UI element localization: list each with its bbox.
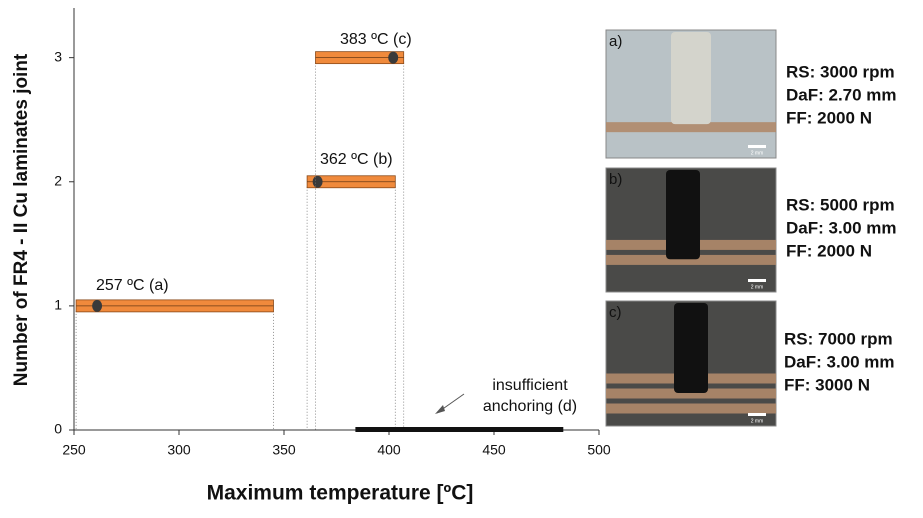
scale-label: 2 mm (751, 284, 764, 290)
laminate (606, 404, 776, 414)
y-tick-label: 1 (54, 297, 62, 313)
x-tick-label: 450 (482, 442, 506, 458)
x-axis-label: Maximum temperature [ºC] (207, 482, 474, 505)
bar-label: 383 ºC (c) (340, 31, 412, 48)
panel-param: DaF: 3.00 mm (784, 352, 895, 371)
scale-bar (748, 145, 766, 148)
scale-label: 2 mm (751, 150, 764, 156)
y-tick-label: 2 (54, 172, 62, 188)
panel-param: FF: 2000 N (786, 241, 872, 260)
panel-param: RS: 5000 rpm (786, 195, 895, 214)
pin (671, 32, 711, 124)
x-tick-label: 250 (62, 442, 86, 458)
panel-param: DaF: 2.70 mm (786, 85, 897, 104)
pin (666, 170, 700, 259)
y-tick-label: 3 (54, 48, 62, 64)
panel-tag: b) (609, 171, 622, 188)
peak-dot (313, 176, 323, 188)
scale-bar (748, 279, 766, 282)
panel-tag: a) (609, 33, 622, 50)
x-tick-label: 400 (377, 442, 401, 458)
panel-param: RS: 7000 rpm (784, 329, 893, 348)
insufficient-bar (355, 427, 563, 432)
y-axis-label: Number of FR4 - II Cu laminates joint (11, 53, 32, 386)
annotation: anchoring (d) (483, 398, 577, 415)
panel-tag: c) (609, 304, 622, 321)
figure: Maximum temperature [ºC] Number of FR4 -… (0, 0, 923, 513)
panel-param: FF: 2000 N (786, 108, 872, 127)
x-tick-label: 500 (587, 442, 611, 458)
annotation: insufficient (492, 377, 568, 394)
panel-param: FF: 3000 N (784, 375, 870, 394)
x-tick-label: 300 (167, 442, 191, 458)
pin (674, 303, 708, 393)
bar-label: 362 ºC (b) (320, 151, 393, 168)
panel-param: RS: 3000 rpm (786, 62, 895, 81)
arrow-head (435, 405, 445, 414)
y-tick-label: 0 (54, 421, 62, 437)
panel-param: DaF: 3.00 mm (786, 218, 897, 237)
peak-dot (92, 300, 102, 312)
scale-bar (748, 413, 766, 416)
peak-dot (388, 52, 398, 64)
x-tick-label: 350 (272, 442, 296, 458)
bar-label: 257 ºC (a) (96, 277, 169, 294)
scale-label: 2 mm (751, 418, 764, 424)
